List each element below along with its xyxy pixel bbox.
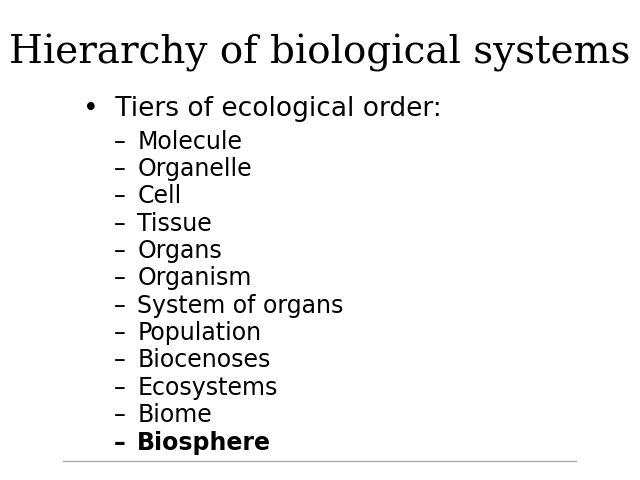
- Text: –: –: [114, 376, 126, 400]
- Text: •  Tiers of ecological order:: • Tiers of ecological order:: [83, 96, 442, 122]
- Text: Organs: Organs: [138, 239, 222, 263]
- Text: –: –: [114, 348, 126, 372]
- Text: System of organs: System of organs: [138, 294, 344, 318]
- Text: Ecosystems: Ecosystems: [138, 376, 278, 400]
- Text: –: –: [114, 403, 126, 427]
- Text: –: –: [114, 212, 126, 236]
- Text: –: –: [114, 239, 126, 263]
- Text: Molecule: Molecule: [138, 130, 243, 154]
- Text: Population: Population: [138, 321, 261, 345]
- Text: Cell: Cell: [138, 184, 182, 208]
- Text: –: –: [114, 130, 126, 154]
- Text: Organism: Organism: [138, 266, 252, 290]
- Text: Organelle: Organelle: [138, 157, 252, 181]
- Text: –: –: [114, 321, 126, 345]
- Text: Biocenoses: Biocenoses: [138, 348, 271, 372]
- Text: Hierarchy of biological systems: Hierarchy of biological systems: [10, 34, 630, 72]
- Text: –: –: [114, 294, 126, 318]
- Text: Biosphere: Biosphere: [138, 431, 271, 455]
- Text: Tissue: Tissue: [138, 212, 212, 236]
- Text: –: –: [114, 157, 126, 181]
- Text: –: –: [114, 431, 126, 455]
- Text: Biome: Biome: [138, 403, 212, 427]
- Text: –: –: [114, 184, 126, 208]
- Text: –: –: [114, 266, 126, 290]
